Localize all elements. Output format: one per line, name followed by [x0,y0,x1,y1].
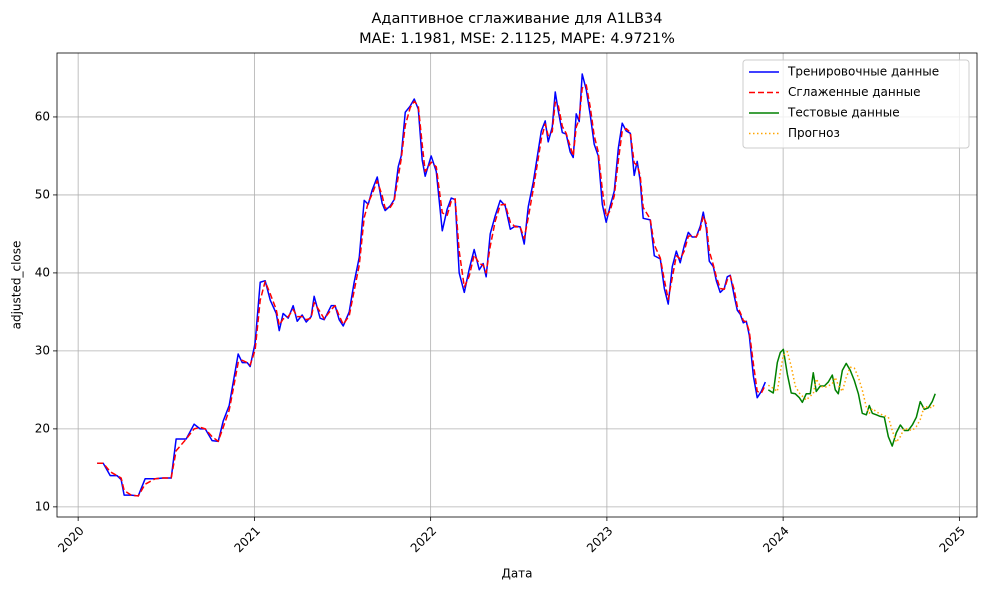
y-tick-label: 60 [35,109,50,123]
y-tick-label: 20 [35,421,50,435]
legend-label: Прогноз [788,126,840,140]
legend-label: Тестовые данные [787,106,900,120]
chart-subtitle: MAE: 1.1981, MSE: 2.1125, MAPE: 4.9721% [359,31,675,47]
legend-box [742,59,970,149]
legend-label: Тренировочные данные [787,65,939,79]
series-line [767,350,936,443]
y-tick-label: 30 [35,343,50,357]
series-line [97,84,766,497]
chart-title: Адаптивное сглаживание для A1LB34 [372,11,663,27]
series-line [767,348,936,447]
y-axis-label: adjusted_close [10,241,24,330]
axes-frame [56,52,978,518]
y-tick-label: 50 [35,187,50,201]
y-tick-label: 10 [35,499,50,513]
legend: Тренировочные данные Сглаженные данные Тес… [742,59,970,149]
plot-area [97,73,936,497]
legend-label: Сглаженные данные [788,85,920,99]
y-tick-label: 40 [35,265,50,279]
x-axis-label: Дата [501,567,532,581]
